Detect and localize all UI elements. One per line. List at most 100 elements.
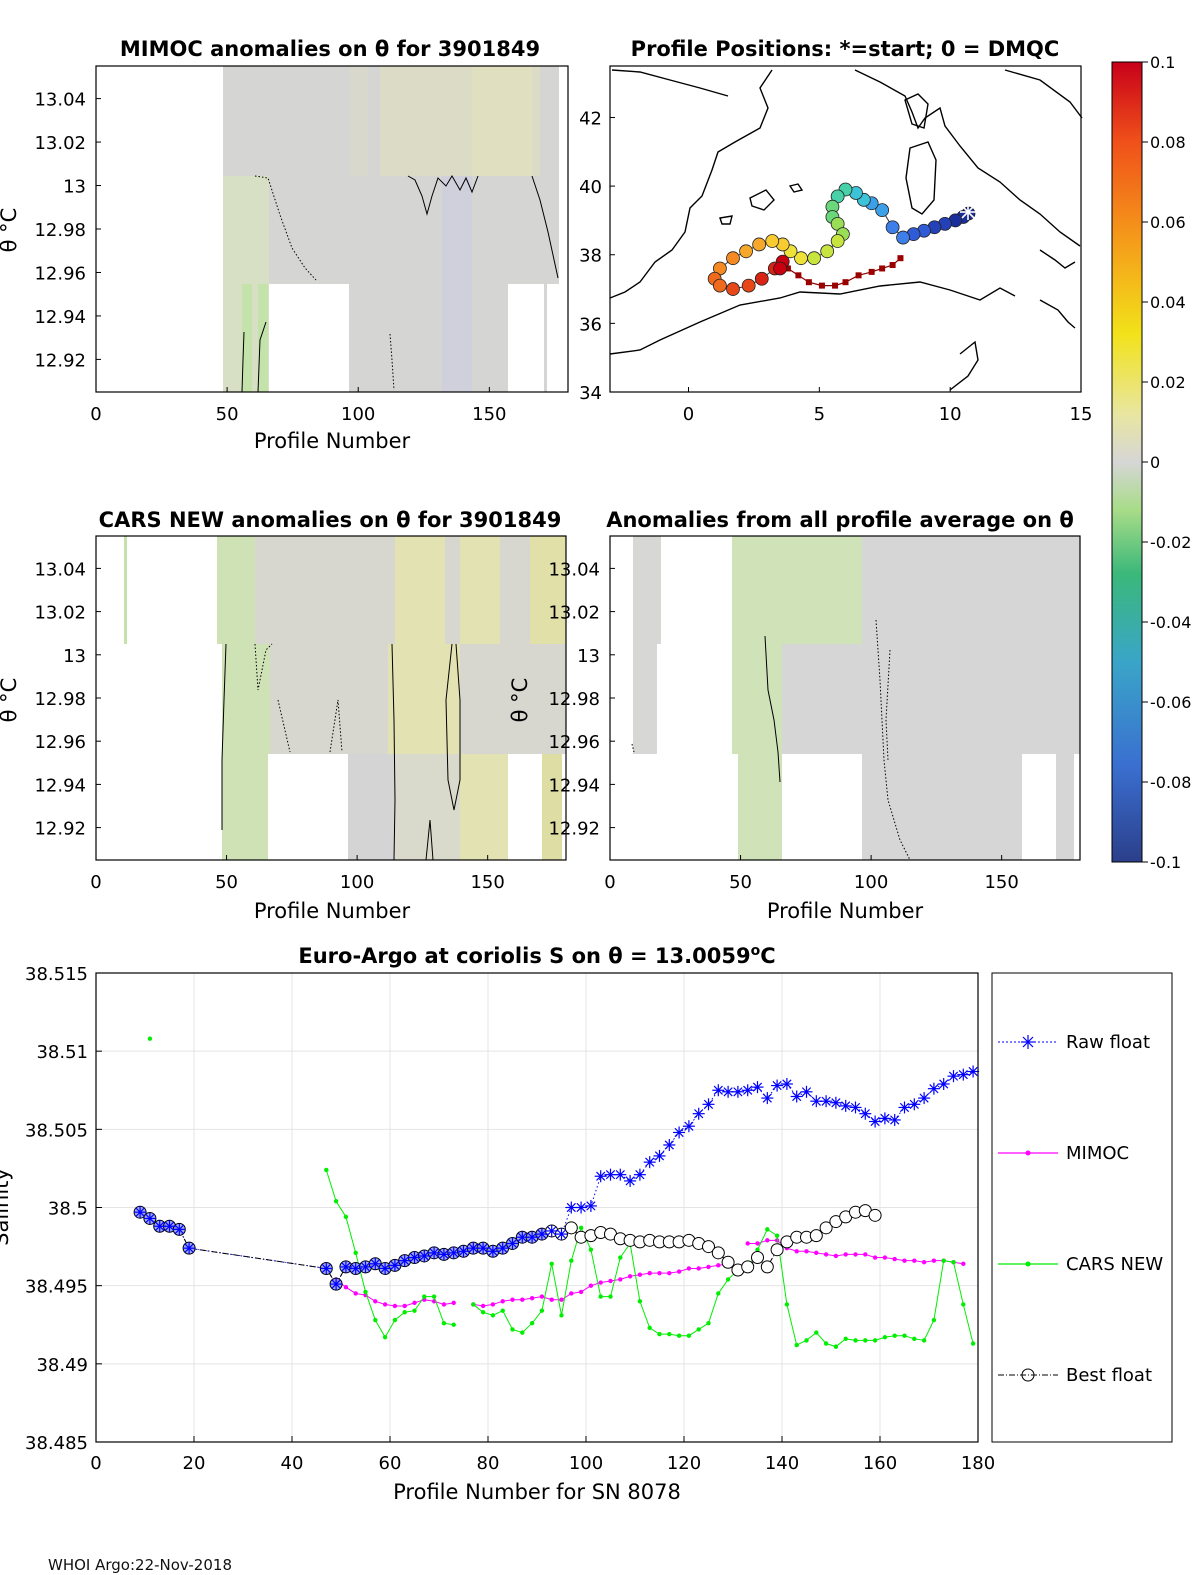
- mimoc-point: [608, 1278, 613, 1284]
- xtick-label: 150: [472, 404, 506, 425]
- xtick-label: 20: [183, 1453, 206, 1474]
- raw-float-point: [173, 1223, 186, 1236]
- xtick-label: 40: [281, 1453, 304, 1474]
- cars-new-point: [431, 1294, 437, 1299]
- raw-float-point: [898, 1101, 911, 1114]
- raw-float-point: [369, 1257, 382, 1270]
- dot-marker-icon: [1025, 1261, 1031, 1267]
- raw-float-point: [428, 1246, 441, 1259]
- xtick-label: 50: [216, 404, 239, 425]
- raw-float-point: [820, 1095, 833, 1108]
- mimoc-heatmap-cells: [223, 66, 559, 392]
- xtick-label: 0: [90, 1453, 101, 1474]
- raw-float-point: [143, 1212, 156, 1225]
- cars-new-point: [804, 1338, 809, 1343]
- raw-float-point: [388, 1259, 401, 1272]
- profile-position-marker: [830, 234, 845, 248]
- axis-ticks: 0 50 100 15013.0413.021312.9812.9612.9412.9…: [25, 90, 1092, 1474]
- mimoc-point: [912, 1258, 917, 1263]
- cars-new-point: [441, 1320, 447, 1326]
- profile-position-marker: [713, 278, 727, 293]
- legend-entry-cars-new: CARS NEW: [998, 1254, 1163, 1275]
- cars-new-point: [872, 1338, 878, 1343]
- cars-new-point: [784, 1302, 790, 1307]
- mimoc-point: [451, 1300, 456, 1306]
- profile-position-marker: [773, 261, 787, 276]
- mimoc-point: [686, 1266, 692, 1271]
- ytick-label: 12.92: [34, 819, 86, 840]
- cars-new-point: [892, 1333, 897, 1338]
- raw-float-point: [349, 1262, 362, 1275]
- cars-new-point: [510, 1327, 515, 1332]
- mimoc-point: [716, 1263, 721, 1268]
- xtick-label: 140: [765, 1453, 799, 1474]
- raw-float-point: [702, 1098, 715, 1111]
- raw-float-point: [927, 1082, 940, 1095]
- mimoc-point: [480, 1303, 486, 1309]
- cars-new-point: [412, 1308, 417, 1313]
- mimoc-point: [814, 1250, 819, 1256]
- raw-float-point: [134, 1206, 147, 1219]
- profile-position-marker: [875, 203, 890, 218]
- dmqc-position-marker: [795, 272, 802, 279]
- colorbar-tick-label: 0.08: [1150, 133, 1186, 152]
- positions-title: Profile Positions: *=start; 0 = DMQC: [631, 37, 1060, 61]
- profile-position-marker: [739, 244, 753, 259]
- cars-new-line: [472, 1226, 974, 1348]
- ytick-label: 13: [63, 646, 86, 667]
- raw-float-point: [859, 1107, 872, 1120]
- profile-position-marker: [754, 271, 769, 286]
- mimoc-point: [765, 1238, 770, 1243]
- profile-position-marker: [752, 237, 767, 252]
- cars-new-point: [931, 1317, 937, 1323]
- map-plot-frame: [609, 65, 1082, 393]
- colorbar-tick-label: -0.06: [1150, 693, 1191, 712]
- open-circle-marker-icon: [1021, 1368, 1035, 1382]
- average-heatmap-cells: [633, 536, 1080, 860]
- cars-new-point: [951, 1260, 956, 1265]
- raw-float-point: [937, 1077, 950, 1090]
- cars-new-point: [549, 1261, 554, 1266]
- legend-box: [991, 972, 1173, 1443]
- mimoc-point: [353, 1291, 358, 1296]
- ytick-label: 38.5: [48, 1199, 88, 1220]
- cars-new-point: [343, 1214, 349, 1220]
- raw-float-point: [673, 1126, 686, 1139]
- xtick-label: 100: [854, 872, 888, 893]
- colorbar-tick-label: 0.04: [1150, 293, 1186, 312]
- ytick-label: 13: [577, 646, 600, 667]
- cars-new-point: [725, 1277, 731, 1282]
- raw-float-point: [839, 1099, 852, 1112]
- salinity-plot-frame: [95, 972, 979, 1443]
- raw-float-point: [741, 1084, 754, 1097]
- cars-heatmap-cells: [124, 536, 566, 860]
- cars-new-point: [598, 1294, 603, 1299]
- mimoc-point: [569, 1291, 574, 1296]
- raw-float-point: [810, 1095, 823, 1108]
- mimoc-point: [343, 1285, 349, 1290]
- mimoc-point: [510, 1297, 515, 1302]
- cars-new-point: [451, 1322, 456, 1327]
- mimoc-title: MIMOC anomalies on θ for 3901849: [120, 37, 540, 61]
- ytick-label: 13.04: [34, 90, 86, 111]
- cars-title: CARS NEW anomalies on θ for 3901849: [99, 508, 562, 532]
- ytick-label: 38.505: [25, 1120, 88, 1141]
- colorbar-ticks: 0.1 0.08 0.06 0.04 0.02 0 -0.02 -0.04 -0.06 -0.08…: [1142, 53, 1191, 872]
- cars-new-point: [696, 1327, 701, 1332]
- mimoc-point: [794, 1249, 799, 1254]
- raw-float-point: [604, 1168, 617, 1181]
- raw-float-point: [526, 1231, 539, 1244]
- raw-float-point: [506, 1237, 519, 1250]
- best-float-point: [711, 1246, 725, 1260]
- profile-position-marker: [820, 244, 835, 259]
- cars-new-point: [471, 1302, 476, 1307]
- mimoc-point: [559, 1297, 564, 1302]
- raw-float-point: [829, 1096, 842, 1109]
- xtick-label: 80: [477, 1453, 500, 1474]
- raw-float-point: [800, 1085, 813, 1098]
- average-title: Anomalies from all profile average on θ: [606, 508, 1074, 532]
- cars-new-point: [578, 1225, 584, 1231]
- cars-new-point: [539, 1308, 545, 1313]
- raw-float-point: [878, 1112, 891, 1125]
- legend-entry-mimoc: MIMOC: [998, 1143, 1129, 1164]
